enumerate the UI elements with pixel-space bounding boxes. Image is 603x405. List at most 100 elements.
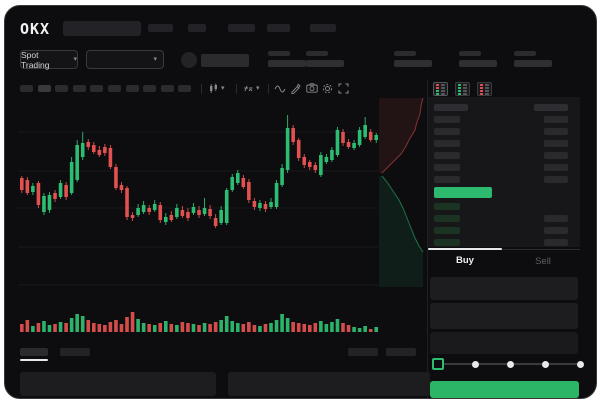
price-input[interactable] <box>430 277 578 300</box>
ask-row[interactable] <box>428 173 580 185</box>
slider-stop-dot[interactable] <box>577 360 584 368</box>
buy-button[interactable] <box>430 381 579 398</box>
stat-label-placeholder <box>459 51 481 56</box>
ask-price-placeholder <box>434 151 460 159</box>
bid-row[interactable] <box>428 212 580 224</box>
book-asks-icon <box>480 83 483 95</box>
nav-item-placeholder[interactable] <box>267 24 290 32</box>
stat-label-placeholder <box>394 51 416 56</box>
ask-price-placeholder <box>434 175 460 183</box>
nav-item-placeholder[interactable] <box>148 24 173 32</box>
tab-sell[interactable]: Sell <box>535 256 551 267</box>
pair-search-dropdown[interactable]: ▾ <box>86 50 164 69</box>
bid-row[interactable] <box>428 236 580 248</box>
ask-row[interactable] <box>428 149 580 161</box>
orders-tab-history[interactable] <box>60 348 90 356</box>
timeframe-button[interactable] <box>108 85 121 92</box>
orders-empty-panel-right <box>228 372 430 396</box>
fullscreen-button[interactable] <box>338 83 349 94</box>
search-input[interactable] <box>63 21 141 36</box>
ask-row[interactable] <box>428 113 580 125</box>
ask-row[interactable] <box>428 125 580 137</box>
ask-amount-placeholder <box>544 115 568 123</box>
ticker-stat-placeholder <box>459 51 501 67</box>
stat-label-placeholder <box>268 51 290 56</box>
stat-value-placeholder <box>306 60 344 67</box>
expand-icon <box>338 83 349 94</box>
ask-price-placeholder <box>434 127 460 135</box>
snapshot-button[interactable] <box>306 83 318 93</box>
nav-item-placeholder[interactable] <box>188 24 206 32</box>
nav-item-placeholder[interactable] <box>310 24 336 32</box>
indicators-button[interactable]: ▾ <box>243 83 260 94</box>
amount-slider[interactable] <box>432 358 584 370</box>
coin-avatar <box>181 52 197 68</box>
timeframe-button[interactable] <box>125 85 139 92</box>
timeframe-button[interactable] <box>37 85 51 92</box>
app-window: OKX Spot Trading ▾ ▾ ▾ <box>4 5 597 399</box>
chart-type-button[interactable]: ▾ <box>208 83 225 94</box>
ask-amount-placeholder <box>544 139 568 147</box>
orderbook-header <box>428 101 580 113</box>
draw-button[interactable] <box>290 83 301 94</box>
stat-label-placeholder <box>514 51 536 56</box>
ask-amount-placeholder <box>544 175 568 183</box>
timeframe-button[interactable] <box>72 85 86 92</box>
stat-value-placeholder <box>459 60 497 67</box>
indicator-fx-icon <box>244 85 253 92</box>
timeframe-button[interactable] <box>55 85 69 92</box>
pair-name-placeholder[interactable] <box>201 54 249 67</box>
camera-icon <box>306 83 318 93</box>
ask-row[interactable] <box>428 161 580 173</box>
market-type-selector[interactable]: Spot Trading ▾ <box>20 50 78 70</box>
candlestick-chart[interactable] <box>18 100 378 336</box>
orderbook-view-both-button[interactable] <box>433 82 448 96</box>
nav-item-placeholder[interactable] <box>228 24 255 32</box>
chart-settings-button[interactable] <box>322 83 333 94</box>
buy-tab-underline <box>428 248 502 250</box>
gear-icon <box>322 83 333 94</box>
slider-handle[interactable] <box>432 358 444 370</box>
slider-stop-dot[interactable] <box>472 360 479 368</box>
orders-filter-1[interactable] <box>348 348 378 356</box>
toolbar-divider <box>236 84 237 94</box>
amount-input[interactable] <box>430 303 578 329</box>
orderbook-view-asks-button[interactable] <box>477 82 492 96</box>
slider-stop-dot[interactable] <box>542 360 549 368</box>
orders-tab-open[interactable] <box>20 348 48 356</box>
stat-value-placeholder <box>394 60 432 67</box>
chevron-down-icon: ▾ <box>256 85 260 92</box>
slider-stop-dot[interactable] <box>507 360 514 368</box>
ask-amount-placeholder <box>544 151 568 159</box>
chevron-down-icon: ▾ <box>73 56 77 63</box>
ask-price-placeholder <box>434 163 460 171</box>
line-tools-button[interactable] <box>274 84 286 93</box>
bid-amount-placeholder <box>544 214 568 222</box>
ask-amount-placeholder <box>544 127 568 135</box>
last-price-row[interactable] <box>428 185 580 200</box>
bid-row[interactable] <box>428 200 580 212</box>
timeframe-button[interactable] <box>143 85 157 92</box>
total-input[interactable] <box>430 332 578 354</box>
orderbook-view-bids-button[interactable] <box>455 82 470 96</box>
candle-type-icon <box>210 83 217 93</box>
timeframe-button[interactable] <box>20 85 33 92</box>
orderbook-panel <box>428 97 580 247</box>
tab-buy[interactable]: Buy <box>456 255 474 266</box>
wave-icon <box>274 85 286 93</box>
slider-stops <box>432 358 584 370</box>
timeframe-button[interactable] <box>178 85 192 92</box>
book-bids-icon <box>458 83 461 95</box>
ticker-stat-placeholder <box>514 51 556 67</box>
price-col-header <box>434 103 468 111</box>
ask-row[interactable] <box>428 137 580 149</box>
bid-price-placeholder <box>434 226 460 234</box>
orders-filter-2[interactable] <box>386 348 416 356</box>
bid-row[interactable] <box>428 224 580 236</box>
ticker-stat-placeholder <box>268 51 310 67</box>
timeframe-button[interactable] <box>90 85 104 92</box>
okx-logo: OKX <box>20 20 51 38</box>
ask-amount-placeholder <box>544 163 568 171</box>
timeframe-button[interactable] <box>160 85 174 92</box>
